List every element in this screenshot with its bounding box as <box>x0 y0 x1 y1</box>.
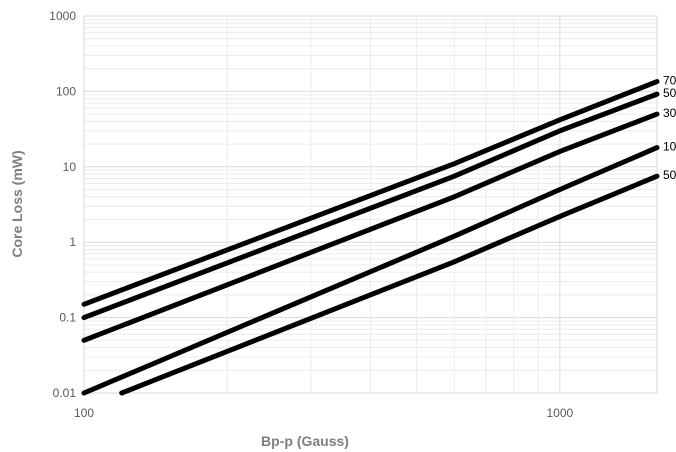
series-line-700-khz <box>81 79 660 307</box>
series-lines <box>81 79 660 396</box>
series-line-50-khz <box>119 173 660 396</box>
y-tick-label: 100 <box>56 84 76 98</box>
y-axis-title: Core Loss (mW) <box>9 150 25 257</box>
y-tick-label: 0.1 <box>59 311 76 325</box>
series-labels: 700 kHz500 kHz 300 kHz 100 kHz 50 kHz <box>663 74 676 183</box>
series-line-300-khz <box>81 111 660 343</box>
y-tick-label: 1000 <box>49 9 76 23</box>
series-label: 500 kHz <box>663 86 676 100</box>
x-axis-ticks: 100 1000 <box>74 406 574 420</box>
y-tick-label: 10 <box>63 160 77 174</box>
series-label: 700 kHz <box>663 74 676 88</box>
y-tick-label: 1 <box>69 235 76 249</box>
series-line-100-khz <box>81 145 660 396</box>
series-label: 300 kHz <box>663 106 676 120</box>
series-label: 50 kHz <box>663 168 676 182</box>
series-line-500-khz <box>81 91 660 321</box>
x-tick-label: 100 <box>74 406 94 420</box>
series-label: 100 kHz <box>663 140 676 154</box>
y-axis-ticks: 0.01 0.1 1 10 100 1000 <box>49 9 76 400</box>
x-axis-title: Bp-p (Gauss) <box>261 433 349 449</box>
y-tick-label: 0.01 <box>53 386 77 400</box>
plot-grid <box>83 15 658 394</box>
x-tick-label: 1000 <box>547 406 574 420</box>
